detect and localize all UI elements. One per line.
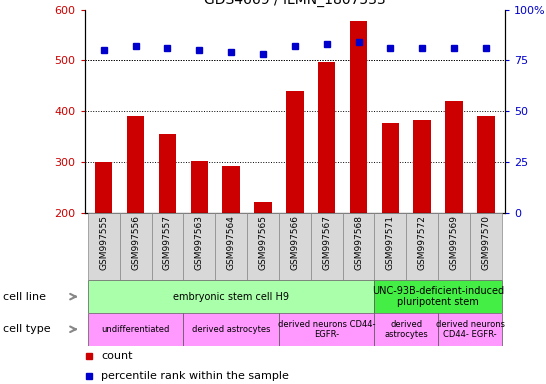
Text: GSM997564: GSM997564 (227, 215, 236, 270)
Bar (438, 313, 502, 346)
Text: count: count (102, 351, 133, 361)
Bar (279, 313, 375, 346)
Bar (183, 313, 279, 346)
Bar (279, 213, 311, 280)
Bar (375, 213, 406, 280)
Text: GSM997566: GSM997566 (290, 215, 299, 270)
Text: derived
astrocytes: derived astrocytes (384, 319, 428, 339)
Bar (88, 213, 120, 280)
Text: derived neurons CD44-
EGFR-: derived neurons CD44- EGFR- (278, 319, 376, 339)
Bar (375, 280, 502, 313)
Text: GSM997555: GSM997555 (99, 215, 108, 270)
Bar (406, 213, 438, 280)
Text: GSM997567: GSM997567 (322, 215, 331, 270)
Bar (318, 62, 335, 213)
Bar (95, 162, 112, 213)
Bar (222, 166, 240, 213)
Bar (191, 161, 208, 213)
Bar (254, 202, 272, 213)
Bar (127, 116, 144, 213)
Bar (343, 213, 375, 280)
Bar (159, 134, 176, 213)
Text: GSM997563: GSM997563 (195, 215, 204, 270)
Bar (470, 213, 502, 280)
Text: GSM997556: GSM997556 (131, 215, 140, 270)
Bar (120, 213, 151, 280)
Text: derived neurons
CD44- EGFR-: derived neurons CD44- EGFR- (436, 319, 505, 339)
Text: GSM997565: GSM997565 (258, 215, 268, 270)
Text: undifferentiated: undifferentiated (102, 325, 170, 334)
Bar (183, 213, 215, 280)
Text: GSM997571: GSM997571 (386, 215, 395, 270)
Bar (477, 116, 495, 213)
Bar (215, 213, 247, 280)
Title: GDS4669 / ILMN_1807533: GDS4669 / ILMN_1807533 (204, 0, 385, 7)
Text: GSM997557: GSM997557 (163, 215, 172, 270)
Text: cell line: cell line (3, 291, 46, 302)
Bar (151, 213, 183, 280)
Text: GSM997569: GSM997569 (449, 215, 459, 270)
Text: cell type: cell type (3, 324, 50, 334)
Text: GSM997572: GSM997572 (418, 215, 427, 270)
Text: UNC-93B-deficient-induced
pluripotent stem: UNC-93B-deficient-induced pluripotent st… (372, 286, 504, 308)
Text: derived astrocytes: derived astrocytes (192, 325, 270, 334)
Bar (286, 91, 304, 213)
Bar (375, 313, 438, 346)
Bar (350, 21, 367, 213)
Text: GSM997568: GSM997568 (354, 215, 363, 270)
Text: embryonic stem cell H9: embryonic stem cell H9 (173, 291, 289, 302)
Bar (311, 213, 343, 280)
Text: GSM997570: GSM997570 (482, 215, 490, 270)
Text: percentile rank within the sample: percentile rank within the sample (102, 371, 289, 381)
Bar (446, 101, 463, 213)
Bar (413, 120, 431, 213)
Bar (382, 122, 399, 213)
Bar (438, 213, 470, 280)
Bar (88, 280, 375, 313)
Bar (88, 313, 183, 346)
Bar (247, 213, 279, 280)
